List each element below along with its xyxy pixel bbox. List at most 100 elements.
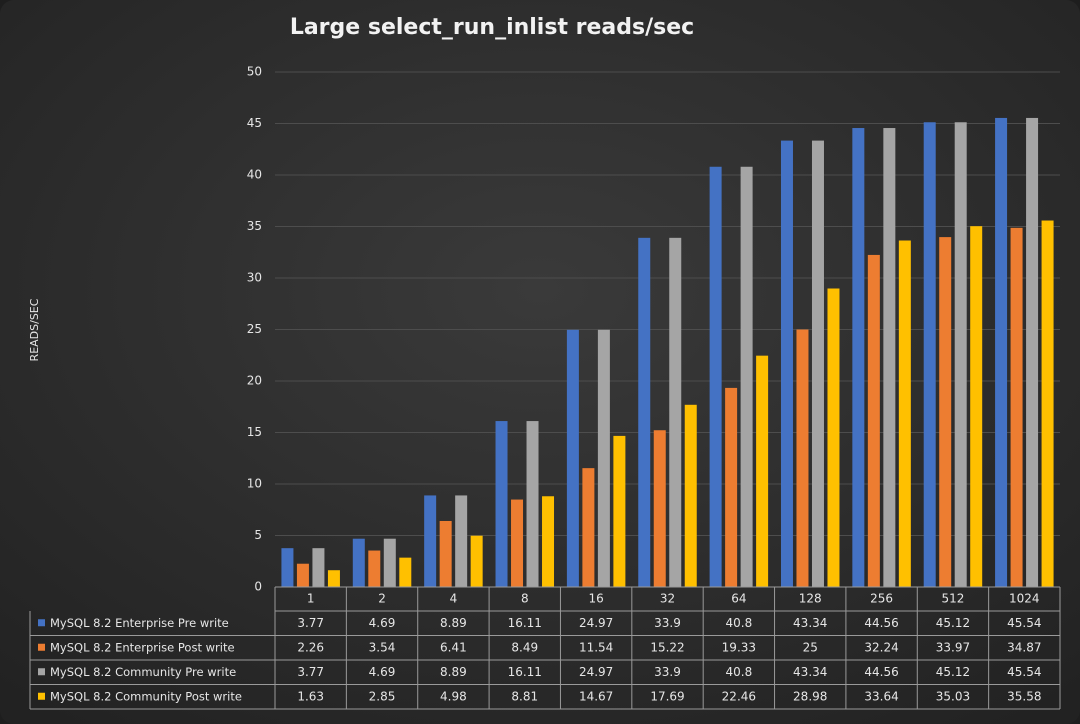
x-tick-label: 128 bbox=[799, 592, 822, 606]
bar bbox=[638, 237, 651, 587]
legend-label: MySQL 8.2 Community Pre write bbox=[50, 665, 236, 679]
table-value: 35.58 bbox=[1007, 689, 1041, 703]
y-tick-label: 25 bbox=[247, 322, 262, 336]
table-value: 4.69 bbox=[369, 665, 396, 679]
bar bbox=[495, 421, 508, 587]
x-tick-label: 256 bbox=[870, 592, 893, 606]
x-tick-label: 512 bbox=[942, 592, 965, 606]
bar bbox=[526, 421, 539, 587]
table-value: 17.69 bbox=[650, 689, 684, 703]
bar bbox=[756, 355, 769, 587]
y-tick-label: 40 bbox=[247, 168, 262, 182]
bar bbox=[970, 226, 983, 588]
table-value: 33.9 bbox=[654, 665, 681, 679]
table-value: 40.8 bbox=[726, 616, 753, 630]
bar bbox=[597, 329, 610, 587]
table-value: 4.98 bbox=[440, 689, 467, 703]
bar bbox=[827, 288, 840, 587]
table-value: 15.22 bbox=[650, 640, 684, 654]
bar bbox=[352, 538, 365, 587]
bar bbox=[780, 140, 793, 587]
x-tick-label: 4 bbox=[450, 592, 458, 606]
table-value: 2.26 bbox=[297, 640, 324, 654]
table-value: 45.54 bbox=[1007, 616, 1041, 630]
x-tick-label: 1 bbox=[307, 592, 315, 606]
y-tick-label: 15 bbox=[247, 425, 262, 439]
x-tick-label: 16 bbox=[588, 592, 603, 606]
table-value: 45.12 bbox=[936, 616, 970, 630]
table-value: 34.87 bbox=[1007, 640, 1041, 654]
y-tick-label: 30 bbox=[247, 271, 262, 285]
y-tick-label: 20 bbox=[247, 374, 262, 388]
bar bbox=[725, 387, 738, 587]
legend-swatch bbox=[38, 692, 45, 700]
y-tick-label: 5 bbox=[254, 528, 262, 542]
bar bbox=[1010, 227, 1023, 588]
bar bbox=[566, 329, 579, 587]
table-value: 40.8 bbox=[726, 665, 753, 679]
bar bbox=[954, 122, 967, 587]
table-value: 35.03 bbox=[936, 689, 970, 703]
x-tick-label: 2 bbox=[378, 592, 386, 606]
bar bbox=[883, 128, 896, 588]
x-tick-label: 32 bbox=[660, 592, 675, 606]
bar bbox=[281, 548, 294, 587]
legend-label: MySQL 8.2 Community Post write bbox=[50, 689, 242, 703]
bar bbox=[399, 557, 412, 587]
table-value: 16.11 bbox=[508, 616, 542, 630]
legend-swatch bbox=[38, 643, 45, 651]
bar bbox=[424, 495, 437, 587]
table-value: 24.97 bbox=[579, 665, 613, 679]
table-value: 3.77 bbox=[297, 665, 324, 679]
bar bbox=[852, 128, 865, 588]
x-tick-label: 1024 bbox=[1009, 592, 1040, 606]
table-value: 8.89 bbox=[440, 665, 467, 679]
bar bbox=[511, 499, 524, 587]
table-value: 44.56 bbox=[864, 616, 898, 630]
bar bbox=[923, 122, 936, 587]
bar bbox=[383, 538, 396, 587]
table-value: 28.98 bbox=[793, 689, 827, 703]
table-value: 43.34 bbox=[793, 665, 827, 679]
bar bbox=[455, 495, 468, 587]
bar bbox=[470, 535, 483, 587]
legend-label: MySQL 8.2 Enterprise Pre write bbox=[50, 616, 229, 630]
table-value: 14.67 bbox=[579, 689, 613, 703]
bar bbox=[542, 496, 555, 587]
table-value: 1.63 bbox=[297, 689, 324, 703]
table-value: 33.9 bbox=[654, 616, 681, 630]
legend-label: MySQL 8.2 Enterprise Post write bbox=[50, 640, 235, 654]
table-value: 11.54 bbox=[579, 640, 613, 654]
x-tick-label: 64 bbox=[731, 592, 746, 606]
table-value: 16.11 bbox=[508, 665, 542, 679]
bar bbox=[1041, 220, 1054, 587]
bar bbox=[368, 550, 381, 587]
y-tick-label: 10 bbox=[247, 477, 262, 491]
bar bbox=[669, 237, 682, 587]
table-value: 25 bbox=[803, 640, 818, 654]
y-tick-label: 0 bbox=[254, 580, 262, 594]
bar bbox=[867, 254, 880, 588]
bar bbox=[811, 140, 824, 587]
table-value: 8.81 bbox=[511, 689, 538, 703]
bar bbox=[653, 430, 666, 587]
table-value: 45.54 bbox=[1007, 665, 1041, 679]
bar bbox=[296, 563, 309, 587]
table-value: 3.77 bbox=[297, 616, 324, 630]
y-tick-label: 45 bbox=[247, 116, 262, 130]
legend-swatch bbox=[38, 668, 45, 676]
table-value: 6.41 bbox=[440, 640, 467, 654]
table-value: 8.49 bbox=[511, 640, 538, 654]
table-value: 24.97 bbox=[579, 616, 613, 630]
bar bbox=[582, 468, 595, 587]
bar bbox=[709, 166, 722, 587]
table-value: 32.24 bbox=[864, 640, 898, 654]
bar bbox=[327, 570, 340, 587]
table-value: 44.56 bbox=[864, 665, 898, 679]
y-tick-label: 50 bbox=[247, 65, 262, 79]
bar bbox=[312, 548, 325, 587]
table-value: 8.89 bbox=[440, 616, 467, 630]
y-axis-label: READS/SEC bbox=[28, 298, 41, 361]
bar bbox=[740, 166, 753, 587]
